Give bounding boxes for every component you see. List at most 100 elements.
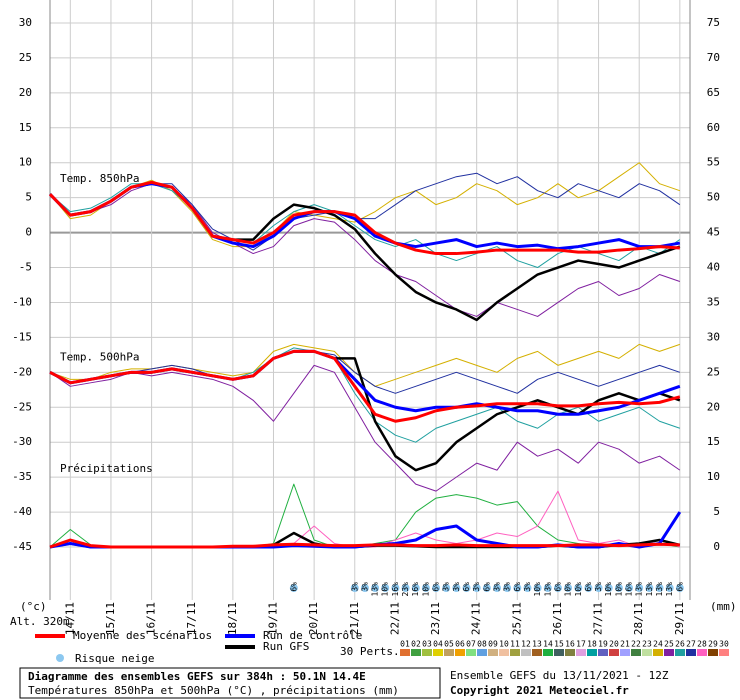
y2-tick-label: 25 — [707, 365, 720, 378]
snow-risk-label: 10% — [564, 582, 573, 597]
footer-box — [19, 667, 441, 699]
y-tick-label: -35 — [12, 470, 32, 483]
footer-title: Diagramme des ensembles GEFS sur 384h : … — [28, 670, 366, 683]
snow-risk-label: 3% — [360, 582, 369, 592]
pert-number: 19 — [598, 640, 608, 649]
y2-tick-label: 55 — [707, 156, 720, 169]
snow-icon — [584, 584, 593, 592]
pert-number: 20 — [609, 640, 619, 649]
pert-number: 01 — [400, 640, 410, 649]
snow-risk-label: 3% — [492, 582, 501, 592]
pert-swatch — [455, 649, 465, 656]
pert-swatch — [631, 649, 641, 656]
snow-risk-label: 13% — [543, 582, 552, 597]
snow-icon — [391, 584, 400, 592]
snow-risk-label: 13% — [371, 582, 380, 597]
snow-icon — [371, 584, 380, 592]
pert-number: 08 — [477, 640, 487, 649]
pert-swatch — [642, 649, 652, 656]
x-tick-label: 19/11 — [266, 602, 279, 635]
pert-number: 02 — [411, 640, 421, 649]
pert-swatch — [422, 649, 432, 656]
snow-risk-label: 6% — [289, 582, 298, 592]
footer-copyright: Copyright 2021 Meteociel.fr — [450, 684, 629, 697]
perturbation-line — [49, 364, 681, 492]
snow-icon — [411, 584, 420, 592]
pert-number: 18 — [587, 640, 597, 649]
pert-number: 23 — [642, 640, 652, 649]
pert-swatch — [510, 649, 520, 656]
snow-icon — [543, 584, 552, 592]
snow-icon — [442, 584, 451, 592]
y-tick-label: 10 — [19, 156, 32, 169]
snow-risk-label: 23% — [401, 582, 410, 597]
y2-tick-label: 20 — [707, 400, 720, 413]
x-tick-label: 29/11 — [673, 602, 686, 635]
x-tick-label: 24/11 — [470, 602, 483, 635]
panel-label: Temp. 850hPa — [60, 172, 139, 185]
snow-icon — [289, 584, 298, 592]
pert-number: 10 — [499, 640, 509, 649]
pert-number: 13 — [532, 640, 542, 649]
x-tick-label: 15/11 — [104, 602, 117, 635]
y-tick-label: -20 — [12, 365, 32, 378]
y-tick-label: 5 — [25, 191, 32, 204]
snow-icon — [614, 584, 623, 592]
x-tick-label: 18/11 — [226, 602, 239, 635]
snow-icon — [574, 584, 583, 592]
pert-number: 07 — [466, 640, 476, 649]
pert-number: 22 — [631, 640, 641, 649]
x-tick-label: 14/11 — [63, 602, 76, 635]
pert-swatch — [708, 649, 718, 656]
snow-icon — [513, 584, 522, 592]
x-tick-label: 25/11 — [510, 602, 523, 635]
snow-icon — [645, 584, 654, 592]
y2-tick-label: 60 — [707, 121, 720, 134]
snow-icon — [482, 584, 491, 592]
snow-risk-label: 10% — [614, 582, 623, 597]
y-tick-label: 30 — [19, 16, 32, 29]
pert-number: 06 — [455, 640, 465, 649]
pert-swatch — [697, 649, 707, 656]
pert-number: 05 — [444, 640, 454, 649]
snow-icon — [401, 584, 410, 592]
snow-risk-label: 3% — [503, 582, 512, 592]
snow-icon — [553, 584, 562, 592]
x-tick-label: 21/11 — [348, 602, 361, 635]
pert-number: 25 — [664, 640, 674, 649]
y-tick-label: -30 — [12, 435, 32, 448]
pert-swatch — [664, 649, 674, 656]
snow-risk-label: 6% — [675, 582, 684, 592]
pert-number: 15 — [554, 640, 564, 649]
snow-risk-label: 16% — [625, 582, 634, 597]
snow-icon — [665, 584, 674, 592]
snow-risk-label: 6% — [462, 582, 471, 592]
mean-line — [49, 349, 681, 423]
pert-swatch — [433, 649, 443, 656]
panel-label: Temp. 500hPa — [60, 350, 139, 363]
x-tick-label: 17/11 — [185, 602, 198, 635]
pert-swatch — [620, 649, 630, 656]
y2-tick-label: 45 — [707, 226, 720, 239]
x-tick-label: 26/11 — [551, 602, 564, 635]
pert-swatch — [499, 649, 509, 656]
pert-swatch — [719, 649, 729, 656]
snow-icon — [360, 584, 369, 592]
pert-number: 21 — [620, 640, 630, 649]
snow-icon — [635, 584, 644, 592]
snow-risk-label: 3% — [472, 582, 481, 592]
snow-icon — [594, 584, 603, 592]
footer-run: Ensemble GEFS du 13/11/2021 - 12Z — [450, 669, 669, 682]
pert-swatch — [400, 649, 410, 656]
legend-label: Moyenne des scénarios — [73, 629, 212, 642]
snow-risk-label: 13% — [655, 582, 664, 597]
snow-risk-label: 10% — [604, 582, 613, 597]
snow-icon — [675, 584, 684, 592]
snow-icon — [472, 584, 481, 592]
snow-icon — [432, 584, 441, 592]
panel-label: Précipitations — [60, 462, 153, 475]
pert-swatch — [609, 649, 619, 656]
pert-number: 11 — [510, 640, 520, 649]
snow-icon — [625, 584, 634, 592]
